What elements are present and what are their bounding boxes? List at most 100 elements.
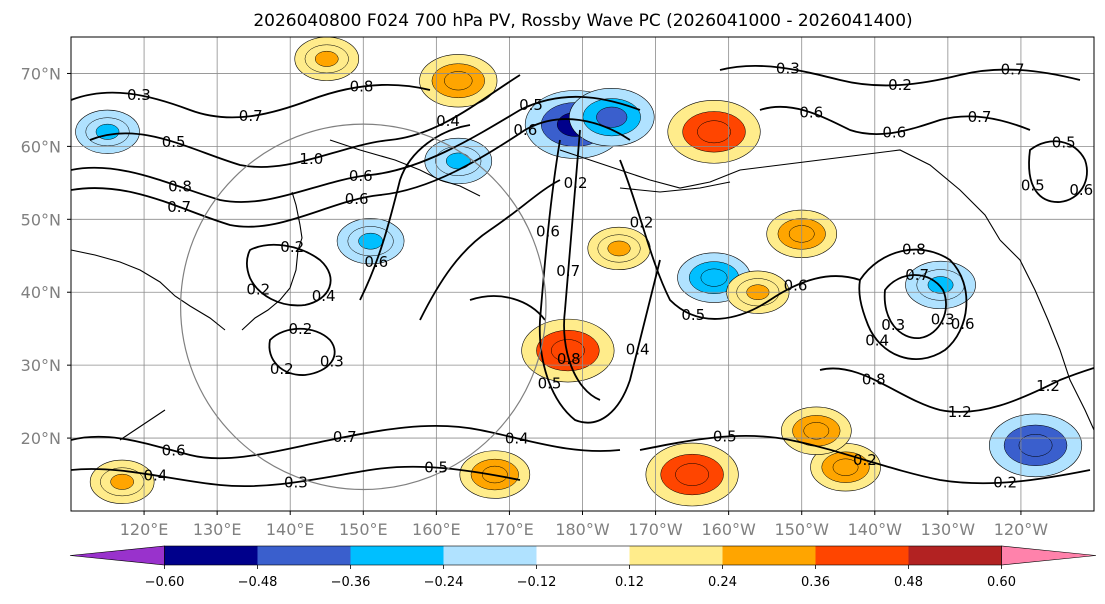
y-tick-label: 30°N — [21, 356, 61, 375]
contour-label: 0.4 — [865, 331, 889, 349]
contour-label: 0.7 — [905, 266, 929, 284]
coastline-aleutians — [619, 181, 731, 193]
x-tick-label: 150°W — [775, 520, 830, 539]
pv-contour — [883, 274, 947, 339]
contour-label: 0.7 — [239, 107, 263, 125]
x-tick-label: 140°E — [266, 520, 315, 539]
anomaly-peak — [596, 106, 628, 128]
colorbar-tick-label: 0.12 — [615, 575, 644, 590]
pv-contour — [858, 248, 968, 360]
contour-label: 0.6 — [784, 277, 808, 295]
contour-label: 0.3 — [931, 311, 955, 329]
contour-label: 0.8 — [350, 78, 374, 96]
x-tick-label: 130°W — [921, 520, 976, 539]
contour-label: 0.2 — [246, 281, 270, 299]
contour-label: 1.2 — [1036, 377, 1060, 395]
anomaly-peak — [607, 240, 631, 257]
anomaly-peak — [444, 71, 473, 91]
anomaly-peak — [675, 463, 710, 486]
x-tick-label: 120°W — [994, 520, 1049, 539]
contour-label: 0.5 — [681, 306, 705, 324]
coastline-kamchatka — [329, 139, 481, 197]
map-plot-area: 0.8 0.6 0.5 0.7 0.6 0.6 0.5 1.0 0.4 0.3 0.7 0.8 0.6 0… — [71, 37, 1094, 511]
contour-label: 0.7 — [167, 198, 191, 216]
contour-label: 0.8 — [902, 241, 926, 259]
contour-label: 0.4 — [312, 287, 336, 305]
contour-label: 0.5 — [1021, 176, 1045, 194]
colorbar-tick-label: −0.12 — [517, 575, 557, 590]
contour-label: 0.6 — [162, 442, 186, 460]
y-tick-label: 60°N — [21, 137, 61, 156]
y-tick-label: 20°N — [21, 429, 61, 448]
x-tick-label: 170°W — [628, 520, 683, 539]
colorbar: −0.60 −0.48 −0.36 −0.24 −0.12 0.12 0.24 0.36 0.4… — [69, 545, 1097, 590]
y-tick-label: 70°N — [21, 64, 61, 83]
contour-label: 0.2 — [280, 238, 304, 256]
contour-label: 0.5 — [162, 133, 186, 151]
contour-label: 0.3 — [284, 473, 308, 491]
colorbar-segment — [536, 546, 630, 565]
coastline-korea-china — [71, 249, 226, 441]
x-tick-label: 180°W — [555, 520, 610, 539]
pv-contour — [268, 327, 336, 376]
pv-contour — [819, 366, 1094, 413]
contour-label: 0.2 — [888, 76, 912, 94]
contour-label: 0.6 — [349, 167, 373, 185]
contour-label: 0.6 — [1069, 181, 1093, 199]
contour-label: 1.2 — [948, 403, 972, 421]
contour-label: 0.4 — [626, 340, 650, 358]
x-tick-label: 160°W — [701, 520, 756, 539]
pv-contour — [563, 129, 601, 401]
x-tick-label: 160°E — [412, 520, 461, 539]
colorbar-tick-label: 0.60 — [987, 575, 1016, 590]
contour-label: 0.5 — [519, 96, 543, 114]
contour-label: 0.5 — [1052, 133, 1076, 151]
contour-label: 0.2 — [564, 174, 588, 192]
pv-contour — [759, 105, 1031, 136]
x-tick-label: 120°E — [120, 520, 169, 539]
pv-contour — [71, 83, 431, 119]
contour-label: 0.2 — [630, 214, 654, 232]
contour-label: 0.2 — [853, 451, 877, 469]
contour-label: 0.2 — [993, 474, 1017, 492]
colorbar-segment — [350, 546, 444, 565]
contour-label: 0.8 — [557, 350, 581, 368]
contour-label: 0.3 — [320, 352, 344, 370]
contour-label: 0.4 — [436, 112, 460, 130]
graticule-grid — [71, 37, 1094, 511]
chart-title: 2026040800 F024 700 hPa PV, Rossby Wave … — [253, 11, 912, 31]
pv-contour — [89, 74, 521, 168]
y-tick-label: 40°N — [21, 283, 61, 302]
colorbar-tick-label: 0.36 — [801, 575, 830, 590]
coastline-alaska — [559, 149, 1001, 241]
anomaly-peak — [697, 120, 731, 144]
colorbar-segment — [443, 546, 537, 565]
pv-contour — [419, 179, 561, 321]
x-tick-label: 170°E — [485, 520, 534, 539]
contour-label: 0.4 — [144, 466, 168, 484]
contour-label: 0.8 — [862, 370, 886, 388]
colorbar-tick-label: 0.24 — [708, 575, 737, 590]
colorbar-extend-low — [69, 545, 165, 566]
y-tick-label: 50°N — [21, 210, 61, 229]
contour-label: 0.2 — [270, 360, 294, 378]
anomaly-peak — [358, 232, 383, 250]
contour-label: 0.7 — [968, 108, 992, 126]
anomaly-peak — [832, 458, 859, 476]
pv-contour — [619, 159, 861, 320]
contour-label: 0.6 — [345, 190, 369, 208]
contour-label: 0.2 — [288, 320, 312, 338]
colorbar-extend-high — [1001, 545, 1097, 566]
contour-label: 0.3 — [127, 86, 151, 104]
colorbar-tick-label: −0.24 — [424, 575, 464, 590]
contour-labels: 0.8 0.6 0.5 0.7 0.6 0.6 0.5 1.0 0.4 0.3 0.7 0.8 0.6 0… — [127, 60, 1093, 492]
pv-contour — [639, 434, 1091, 485]
contour-label: 1.0 — [299, 150, 323, 168]
anomaly-peak — [110, 473, 134, 490]
pv-contour — [71, 465, 521, 488]
contour-label: 0.5 — [424, 459, 448, 477]
pv-contour — [1028, 140, 1088, 203]
colorbar-segment — [629, 546, 723, 565]
pv-contour — [246, 243, 332, 307]
